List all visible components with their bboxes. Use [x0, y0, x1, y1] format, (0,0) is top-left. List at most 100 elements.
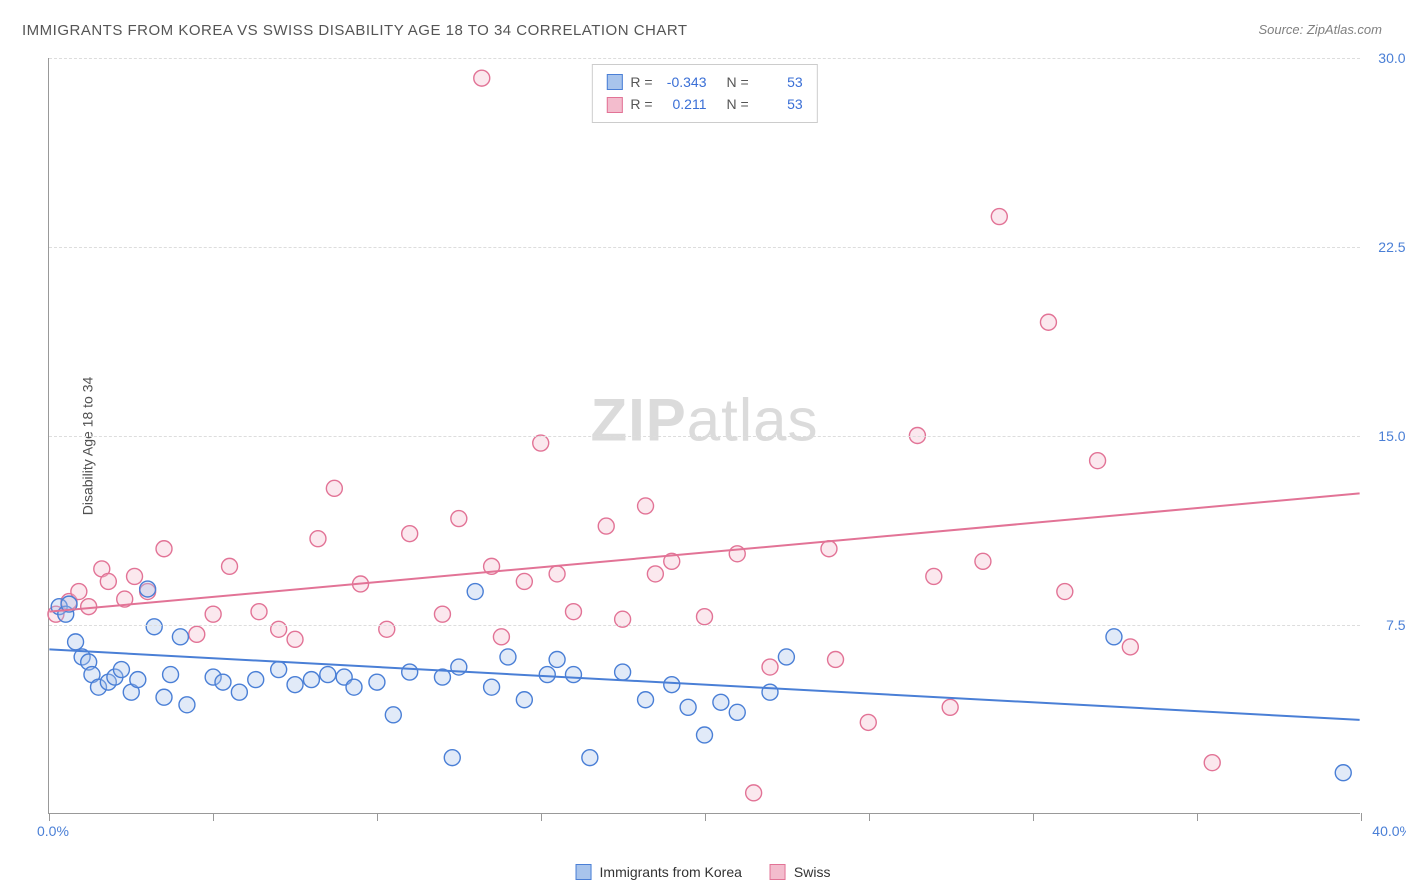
scatter-point [434, 606, 450, 622]
scatter-point [493, 629, 509, 645]
scatter-point [205, 606, 221, 622]
stats-legend-row: R = 0.211 N = 53 [606, 93, 802, 115]
scatter-point [991, 209, 1007, 225]
scatter-point [762, 659, 778, 675]
scatter-point [565, 604, 581, 620]
scatter-point [68, 634, 84, 650]
x-tick [1033, 813, 1034, 821]
y-tick-label: 22.5% [1378, 239, 1406, 255]
scatter-point [172, 629, 188, 645]
chart-area: R =-0.343N =53R =0.211N =53 ZIPatlas 0.0… [48, 58, 1360, 814]
scatter-point [303, 672, 319, 688]
x-tick [49, 813, 50, 821]
scatter-point [179, 697, 195, 713]
r-label: R = [630, 71, 652, 93]
scatter-point [778, 649, 794, 665]
gridline [49, 58, 1360, 59]
legend-label: Immigrants from Korea [600, 864, 742, 880]
scatter-point [369, 674, 385, 690]
r-value: 0.211 [661, 93, 707, 115]
scatter-point [1335, 765, 1351, 781]
scatter-point [926, 568, 942, 584]
x-axis-min-label: 0.0% [37, 823, 69, 839]
scatter-point [1057, 584, 1073, 600]
scatter-point [146, 619, 162, 635]
scatter-point [582, 750, 598, 766]
source-label: Source: ZipAtlas.com [1258, 22, 1382, 37]
legend-item: Swiss [770, 864, 831, 880]
scatter-point [251, 604, 267, 620]
stats-legend-box: R = -0.343 N = 53R = 0.211 N = 53 [591, 64, 817, 123]
scatter-point [565, 667, 581, 683]
scatter-point [638, 498, 654, 514]
n-value: 53 [757, 93, 803, 115]
r-label: R = [630, 93, 652, 115]
series-legend: Immigrants from Korea Swiss [576, 864, 831, 880]
legend-swatch [606, 97, 622, 113]
x-axis-max-label: 40.0% [1372, 823, 1406, 839]
x-tick [541, 813, 542, 821]
scatter-point [127, 568, 143, 584]
scatter-point [549, 566, 565, 582]
y-tick-label: 7.5% [1386, 617, 1406, 633]
scatter-point [500, 649, 516, 665]
source-prefix: Source: [1258, 22, 1306, 37]
scatter-point [549, 651, 565, 667]
scatter-point [680, 699, 696, 715]
scatter-point [287, 631, 303, 647]
x-tick [1361, 813, 1362, 821]
r-value: -0.343 [661, 71, 707, 93]
scatter-point [385, 707, 401, 723]
scatter-point [821, 541, 837, 557]
scatter-point [271, 662, 287, 678]
chart-title: IMMIGRANTS FROM KOREA VS SWISS DISABILIT… [22, 22, 688, 39]
scatter-point [713, 694, 729, 710]
scatter-point [189, 626, 205, 642]
scatter-point [100, 573, 116, 589]
scatter-point [1122, 639, 1138, 655]
scatter-point [287, 677, 303, 693]
scatter-point [828, 651, 844, 667]
scatter-point [113, 662, 129, 678]
scatter-point [451, 511, 467, 527]
scatter-point [248, 672, 264, 688]
x-tick [377, 813, 378, 821]
scatter-point [346, 679, 362, 695]
scatter-point [444, 750, 460, 766]
scatter-point [647, 566, 663, 582]
scatter-point [310, 531, 326, 547]
scatter-point [222, 558, 238, 574]
scatter-point [1090, 453, 1106, 469]
scatter-point [516, 692, 532, 708]
scatter-point [231, 684, 247, 700]
y-tick-label: 15.0% [1378, 428, 1406, 444]
legend-item: Immigrants from Korea [576, 864, 742, 880]
scatter-point [467, 584, 483, 600]
gridline [49, 436, 1360, 437]
legend-swatch [770, 864, 786, 880]
stats-legend-row: R =-0.343N =53 [606, 71, 802, 93]
scatter-point [156, 541, 172, 557]
scatter-point [697, 727, 713, 743]
scatter-point [729, 704, 745, 720]
scatter-point [697, 609, 713, 625]
scatter-point [215, 674, 231, 690]
scatter-point [320, 667, 336, 683]
trend-line [49, 649, 1359, 719]
scatter-point [1106, 629, 1122, 645]
n-label: N = [727, 71, 749, 93]
n-label: N = [727, 93, 749, 115]
scatter-point [484, 679, 500, 695]
scatter-point [474, 70, 490, 86]
scatter-point [533, 435, 549, 451]
scatter-point [271, 621, 287, 637]
scatter-point [762, 684, 778, 700]
x-tick [869, 813, 870, 821]
source-link[interactable]: ZipAtlas.com [1307, 22, 1382, 37]
scatter-point [379, 621, 395, 637]
legend-swatch [606, 74, 622, 90]
scatter-point [1204, 755, 1220, 771]
x-tick [705, 813, 706, 821]
x-tick [213, 813, 214, 821]
trend-line [49, 493, 1359, 611]
